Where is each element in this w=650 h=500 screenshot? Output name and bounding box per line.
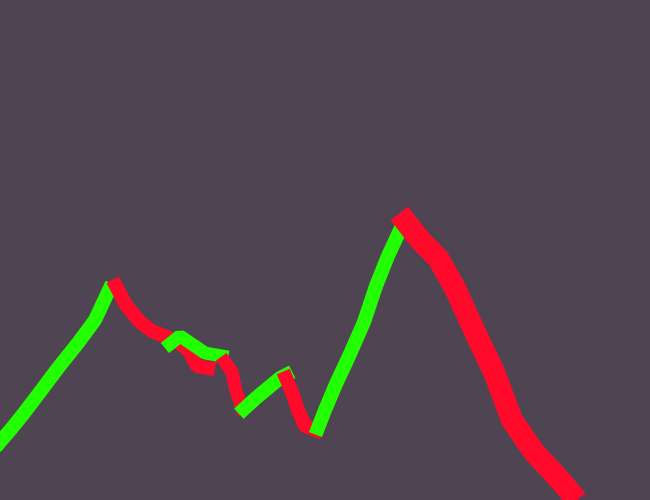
rising-segment [0,280,119,452]
falling-segment [390,206,586,500]
falling-segment [215,352,251,417]
rising-segment [160,330,230,364]
trend-segments [0,206,586,500]
rising-segment [308,220,410,438]
falling-segment [106,276,217,377]
falling-segment [276,368,325,439]
